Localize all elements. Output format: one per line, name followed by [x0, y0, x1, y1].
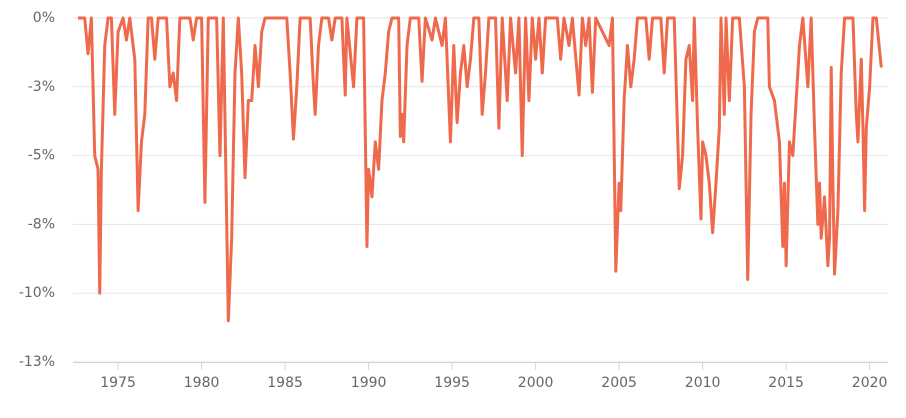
- x-tick-label: 1985: [267, 375, 303, 391]
- x-tick-label: 2020: [852, 375, 888, 391]
- y-tick-label: -3%: [28, 79, 55, 95]
- x-tick-label: 1990: [351, 375, 387, 391]
- y-tick-label: -8%: [28, 216, 55, 232]
- x-tick-label: 2000: [518, 375, 554, 391]
- x-tick-label: 2005: [601, 375, 637, 391]
- x-tick-label: 2015: [768, 375, 804, 391]
- x-tick-label: 2010: [685, 375, 721, 391]
- x-tick-label: 1975: [100, 375, 136, 391]
- x-tick-label: 1995: [434, 375, 470, 391]
- y-tick-label: -10%: [19, 285, 55, 301]
- x-tick-label: 1980: [184, 375, 220, 391]
- y-tick-label: 0%: [33, 10, 55, 26]
- line: [78, 16, 883, 323]
- y-tick-label: -5%: [28, 148, 55, 164]
- y-tick-label: -13%: [19, 354, 55, 370]
